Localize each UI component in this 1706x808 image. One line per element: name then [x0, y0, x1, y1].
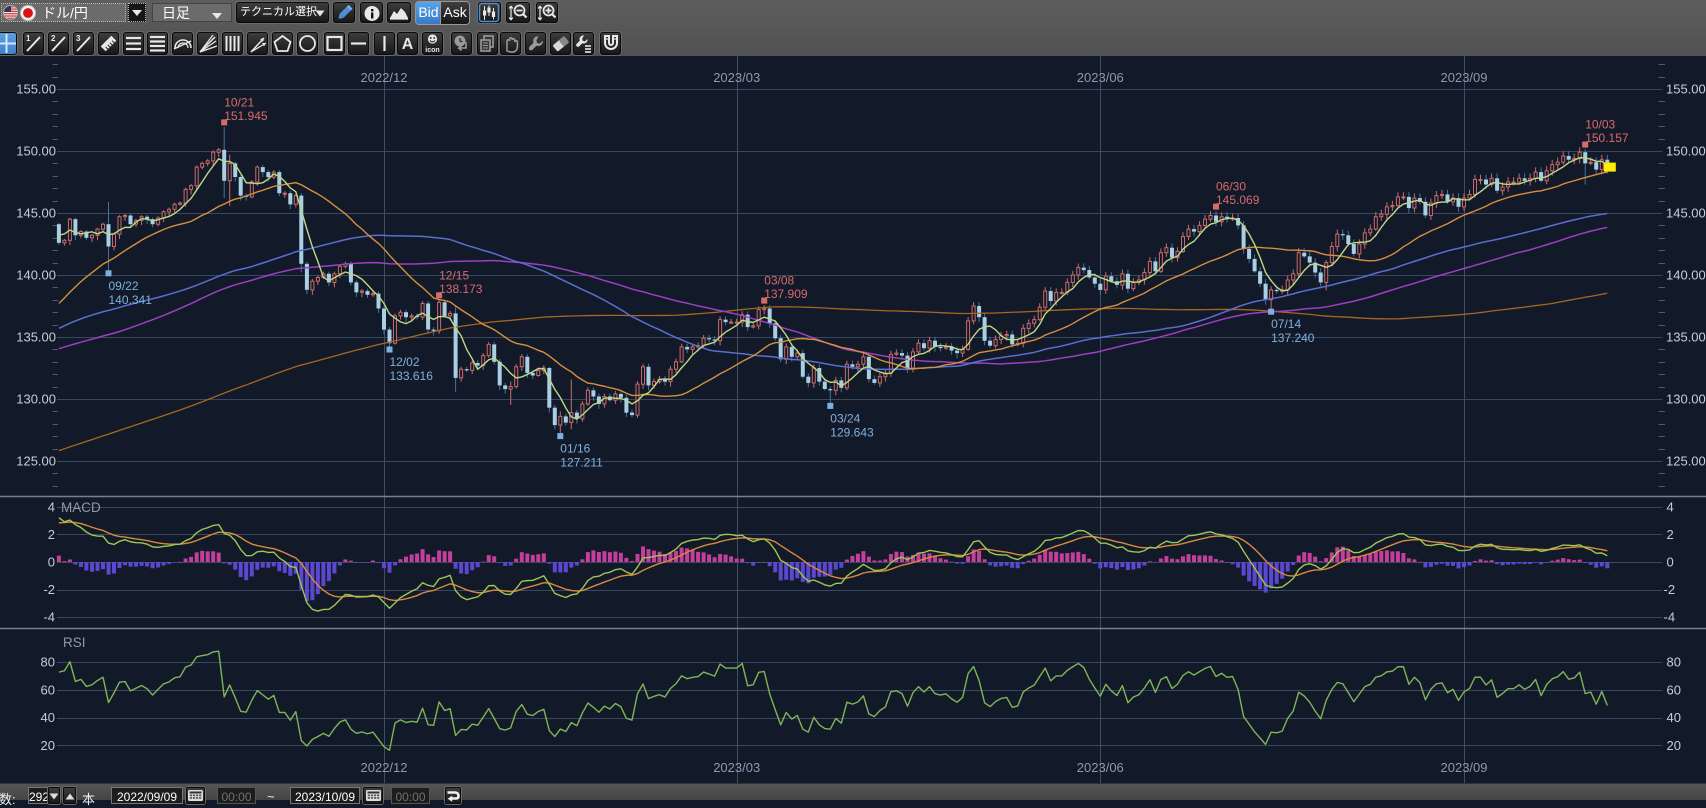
- svg-text:2: 2: [48, 527, 55, 542]
- svg-text:135.00: 135.00: [16, 330, 56, 345]
- svg-text:60: 60: [1667, 682, 1681, 697]
- svg-text:138.173: 138.173: [439, 282, 483, 296]
- svg-text:06/30: 06/30: [1216, 180, 1246, 194]
- svg-text:145.00: 145.00: [1666, 206, 1706, 221]
- svg-text:155.00: 155.00: [16, 82, 56, 97]
- svg-text:125.00: 125.00: [1666, 454, 1706, 469]
- svg-text:4: 4: [1667, 499, 1674, 514]
- svg-text:09/22: 09/22: [109, 279, 139, 293]
- svg-text:60: 60: [41, 682, 55, 697]
- svg-text:125.00: 125.00: [16, 454, 56, 469]
- svg-text:03/08: 03/08: [764, 274, 794, 288]
- svg-text:150.157: 150.157: [1585, 131, 1629, 145]
- svg-text:20: 20: [1667, 738, 1681, 753]
- svg-text:137.909: 137.909: [764, 287, 808, 301]
- svg-text:130.00: 130.00: [16, 392, 56, 407]
- svg-text:12/15: 12/15: [439, 268, 469, 282]
- svg-text:03/24: 03/24: [830, 411, 860, 425]
- svg-text:-2: -2: [43, 582, 55, 597]
- svg-text:150.00: 150.00: [1666, 144, 1706, 159]
- svg-text:MACD: MACD: [61, 500, 101, 515]
- svg-text:2023/06: 2023/06: [1077, 760, 1124, 775]
- svg-text:2: 2: [1667, 527, 1674, 542]
- svg-text:12/02: 12/02: [390, 355, 420, 369]
- svg-text:01/16: 01/16: [560, 442, 590, 456]
- svg-text:1: 1: [26, 34, 31, 43]
- svg-text:A: A: [402, 36, 414, 53]
- svg-text:40: 40: [1667, 710, 1681, 725]
- svg-text:80: 80: [41, 655, 55, 670]
- svg-text:129.643: 129.643: [830, 425, 874, 439]
- svg-text:140.00: 140.00: [1666, 268, 1706, 283]
- svg-text:150.00: 150.00: [16, 144, 56, 159]
- svg-text:-4: -4: [1664, 610, 1676, 625]
- svg-text:4: 4: [48, 499, 55, 514]
- svg-text:80: 80: [1667, 655, 1681, 670]
- svg-text:130.00: 130.00: [1666, 392, 1706, 407]
- svg-text:133.616: 133.616: [390, 369, 434, 383]
- svg-text:40: 40: [41, 710, 55, 725]
- svg-text:10/21: 10/21: [224, 95, 254, 109]
- svg-text:2023/09: 2023/09: [1441, 760, 1488, 775]
- svg-text:140.341: 140.341: [109, 293, 153, 307]
- svg-text:155.00: 155.00: [1666, 82, 1706, 97]
- svg-text:20: 20: [41, 738, 55, 753]
- svg-text:2023/03: 2023/03: [713, 760, 760, 775]
- svg-text:-2: -2: [1664, 582, 1676, 597]
- svg-text:137.240: 137.240: [1271, 331, 1315, 345]
- svg-text:140.00: 140.00: [16, 268, 56, 283]
- svg-text:145.069: 145.069: [1216, 193, 1260, 207]
- svg-text:151.945: 151.945: [224, 109, 268, 123]
- svg-text:145.00: 145.00: [16, 206, 56, 221]
- svg-text:2023/03: 2023/03: [713, 70, 760, 85]
- svg-text:-4: -4: [43, 610, 55, 625]
- svg-text:0: 0: [48, 555, 55, 570]
- svg-text:2022/12: 2022/12: [361, 70, 408, 85]
- svg-text:icon: icon: [425, 47, 439, 54]
- svg-text:0: 0: [1667, 555, 1674, 570]
- svg-text:RSI: RSI: [63, 635, 86, 650]
- svg-text:127.211: 127.211: [560, 456, 603, 470]
- svg-text:2: 2: [51, 34, 56, 43]
- svg-text:07/14: 07/14: [1271, 317, 1301, 331]
- svg-text:2023/09: 2023/09: [1441, 70, 1488, 85]
- svg-text:3: 3: [76, 34, 81, 43]
- svg-text:10/03: 10/03: [1585, 118, 1615, 132]
- svg-text:2023/06: 2023/06: [1077, 70, 1124, 85]
- svg-text:2022/12: 2022/12: [361, 760, 408, 775]
- svg-text:135.00: 135.00: [1666, 330, 1706, 345]
